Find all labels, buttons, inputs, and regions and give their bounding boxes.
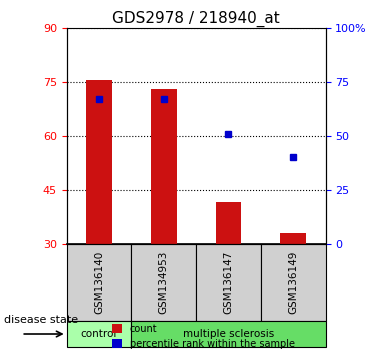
- FancyBboxPatch shape: [67, 244, 131, 321]
- Bar: [151, 89, 177, 244]
- Text: GSM134953: GSM134953: [159, 251, 169, 314]
- FancyBboxPatch shape: [131, 321, 326, 347]
- Text: GSM136140: GSM136140: [94, 251, 104, 314]
- Text: GSM136147: GSM136147: [223, 251, 233, 314]
- Text: disease state: disease state: [4, 315, 78, 325]
- FancyBboxPatch shape: [67, 321, 131, 347]
- Bar: [280, 233, 306, 244]
- Bar: [86, 80, 112, 244]
- Title: GDS2978 / 218940_at: GDS2978 / 218940_at: [112, 11, 280, 27]
- Text: GSM136149: GSM136149: [288, 251, 298, 314]
- Text: multiple sclerosis: multiple sclerosis: [183, 329, 274, 339]
- FancyBboxPatch shape: [131, 244, 196, 321]
- Legend: count, percentile rank within the sample: count, percentile rank within the sample: [108, 320, 299, 353]
- FancyBboxPatch shape: [261, 244, 326, 321]
- Bar: [215, 202, 241, 244]
- FancyBboxPatch shape: [196, 244, 261, 321]
- Text: control: control: [81, 329, 117, 339]
